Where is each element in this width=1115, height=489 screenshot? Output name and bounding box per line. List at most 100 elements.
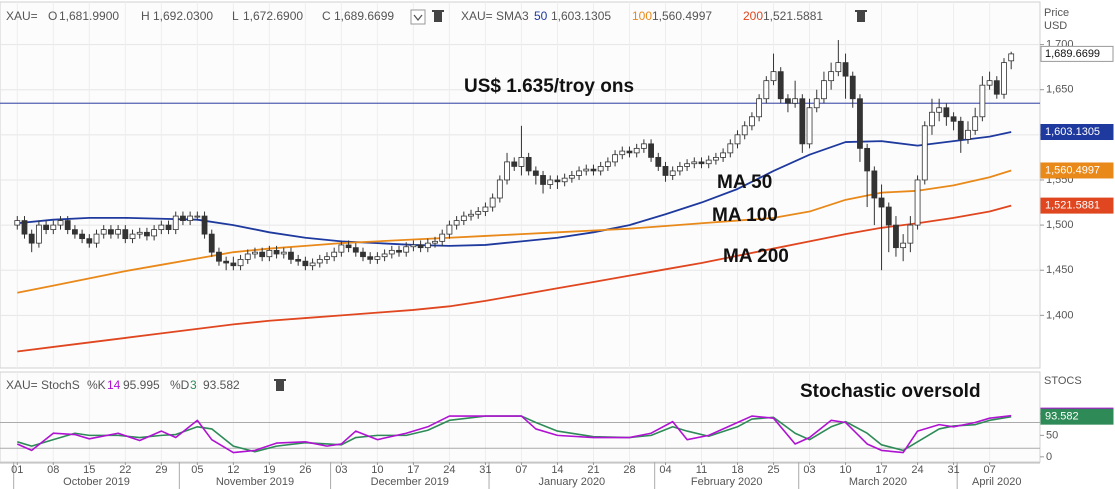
x-tick-label: 31 <box>947 464 959 476</box>
sma-value: 1,603.1305 <box>551 9 611 23</box>
candle-body <box>871 170 878 199</box>
candle-body <box>244 253 251 260</box>
month-label: November 2019 <box>216 476 294 488</box>
candle-body <box>576 170 582 176</box>
candle-body <box>914 179 921 226</box>
candle-body <box>885 206 892 226</box>
ohlc-value: 1,681.9900 <box>59 9 119 23</box>
ohlc-key: L <box>232 9 239 23</box>
delete-icon[interactable] <box>274 379 286 391</box>
candle-body <box>489 197 496 208</box>
sma-period: 100 <box>632 9 652 23</box>
candle-body <box>21 220 28 235</box>
dropdown-box[interactable] <box>410 9 426 25</box>
candle-body <box>518 156 525 167</box>
candle-body <box>612 154 618 163</box>
x-tick-label: 17 <box>875 464 887 476</box>
candle-body <box>504 161 510 181</box>
candle-body <box>597 166 604 172</box>
dropdown-arrow <box>413 14 423 22</box>
candle-body <box>993 80 1000 95</box>
candle-body <box>64 220 71 231</box>
candle-body <box>374 256 381 260</box>
candle-body <box>115 229 122 235</box>
x-tick-label: 18 <box>731 464 743 476</box>
candle-body <box>698 161 705 165</box>
stoch-value: 95.995 <box>123 378 160 392</box>
candle-body <box>316 258 323 264</box>
sma-badge <box>1040 162 1114 179</box>
x-tick-label: 19 <box>263 464 275 476</box>
candle-body <box>785 98 791 104</box>
price-panel <box>0 1 1041 369</box>
candle-body <box>482 206 489 212</box>
x-tick-label: 03 <box>335 464 347 476</box>
stoch-badge-label: 93.582 <box>1045 411 1079 423</box>
trash-lid <box>274 379 286 381</box>
annotation: Stochastic oversold <box>800 381 981 402</box>
ohlc-value: 1,689.6699 <box>334 9 394 23</box>
text-layer: XAU= O 1,681.9900 H 1,692.0300 L 1,672.6… <box>6 7 1114 488</box>
month-label: October 2019 <box>63 476 130 488</box>
trash-can <box>434 12 442 22</box>
stoch-series-name: %K <box>87 378 106 392</box>
candle-body <box>432 240 438 244</box>
candle-body <box>446 224 453 235</box>
candle-body <box>50 224 57 231</box>
candle-body <box>691 161 698 165</box>
sma-badge-label: 1,603.1305 <box>1045 126 1100 138</box>
candle-body <box>893 224 899 249</box>
x-tick-label: 04 <box>659 464 671 476</box>
annotation: MA 50 <box>717 172 772 193</box>
candle-body <box>878 197 885 208</box>
candle-body <box>288 251 294 260</box>
candle-body <box>331 251 338 258</box>
delete-icon[interactable] <box>432 10 444 22</box>
x-tick-label: 11 <box>696 464 707 476</box>
candle-body <box>525 156 532 172</box>
candle-body <box>705 159 712 165</box>
moving-average-line <box>17 204 1012 353</box>
candle-body <box>273 249 280 255</box>
candle-body <box>410 244 417 248</box>
candle-body <box>35 224 42 244</box>
sma-period: 50 <box>534 9 548 23</box>
month-label: March 2020 <box>849 476 907 488</box>
candle-body <box>749 116 755 127</box>
candle-body <box>655 156 662 167</box>
stoch-panel <box>0 371 1041 463</box>
candle-body <box>216 251 222 262</box>
trash-lid <box>855 10 867 12</box>
y-axis-label: Price <box>1044 7 1069 19</box>
candle-body <box>813 98 820 109</box>
delete-icon[interactable] <box>855 10 867 22</box>
grid-layer <box>0 2 1044 489</box>
x-tick-label: 10 <box>371 464 383 476</box>
candle-body <box>180 215 186 221</box>
candle-body <box>568 175 575 179</box>
candle-body <box>424 242 431 249</box>
candle-body <box>417 244 424 249</box>
stoch-tick-label: 50 <box>1046 429 1058 441</box>
candle-body <box>453 220 460 226</box>
candle-body <box>763 80 770 100</box>
candle-body <box>806 107 813 145</box>
candle-body <box>770 71 777 82</box>
candle-body <box>734 134 741 145</box>
candle-body <box>100 229 107 235</box>
x-tick-label: 29 <box>155 464 167 476</box>
candle-body <box>676 166 683 172</box>
candle-body <box>72 229 78 235</box>
candle-body <box>208 233 215 253</box>
candle-body <box>662 166 669 176</box>
candle-body <box>295 258 302 262</box>
ohlc-key: C <box>322 9 331 23</box>
candle-body <box>165 224 172 231</box>
stoch-badge <box>1040 408 1114 425</box>
candle-body <box>1008 53 1015 62</box>
sma-period: 200 <box>743 9 763 23</box>
candle-body <box>943 107 950 118</box>
dropdown-button[interactable] <box>410 9 426 25</box>
ohlc-value: 1,692.0300 <box>153 9 213 23</box>
candle-body <box>79 233 86 240</box>
